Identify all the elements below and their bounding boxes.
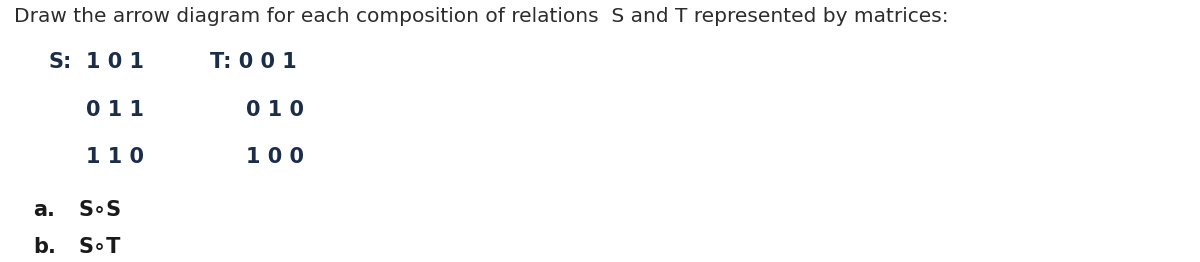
Text: a.: a. — [34, 200, 55, 220]
Text: b.: b. — [34, 237, 56, 257]
Text: 1 0 0: 1 0 0 — [246, 147, 304, 167]
Text: S:: S: — [48, 52, 71, 72]
Text: Draw the arrow diagram for each composition of relations  S and T represented by: Draw the arrow diagram for each composit… — [14, 7, 949, 26]
Text: S∘T: S∘T — [78, 237, 120, 257]
Text: S∘S: S∘S — [78, 200, 121, 220]
Text: T: 0 0 1: T: 0 0 1 — [210, 52, 296, 72]
Text: 0 1 1: 0 1 1 — [86, 100, 144, 119]
Text: 1 0 1: 1 0 1 — [86, 52, 144, 72]
Text: 1 1 0: 1 1 0 — [86, 147, 144, 167]
Text: 0 1 0: 0 1 0 — [246, 100, 304, 119]
